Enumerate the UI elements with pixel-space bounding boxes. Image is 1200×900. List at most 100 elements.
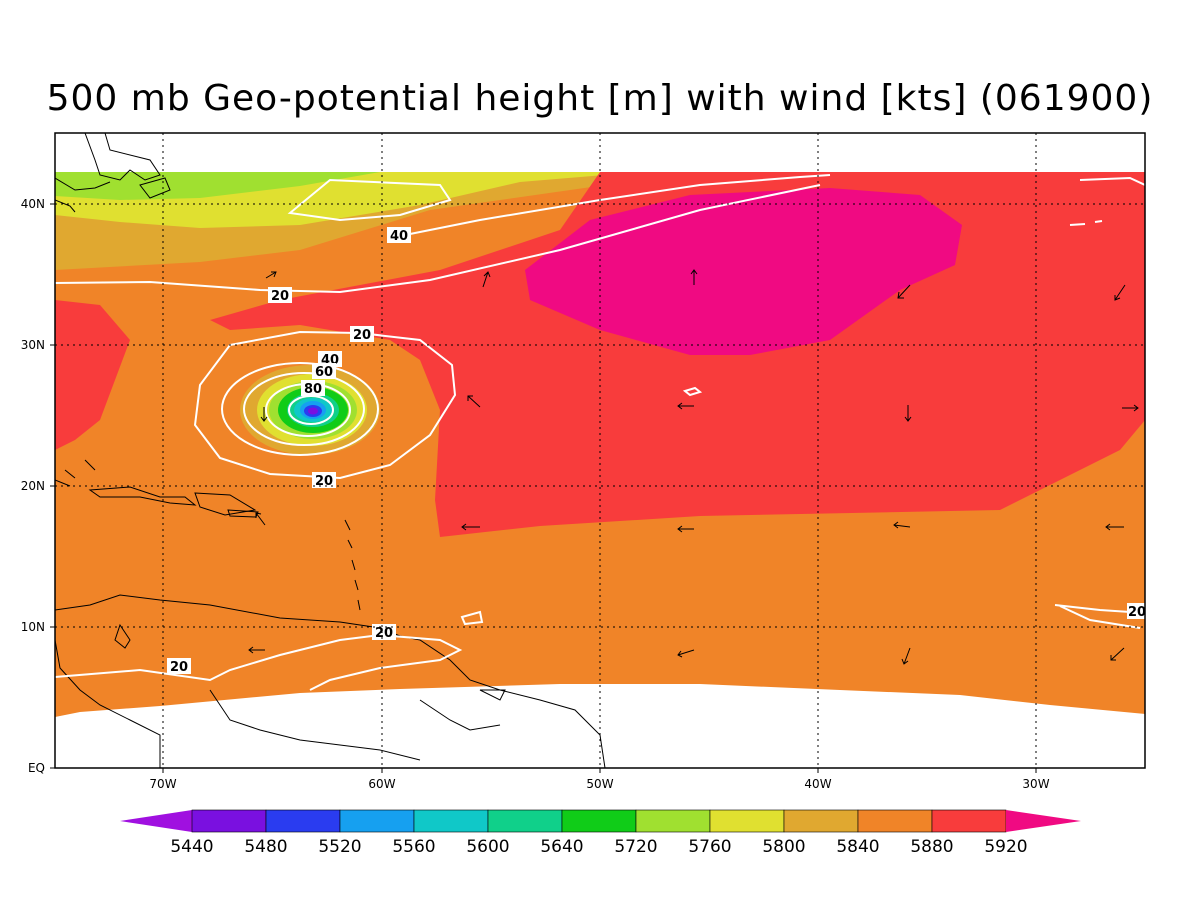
coast-newfoundland xyxy=(139,177,171,199)
wind-contour-small-center xyxy=(682,386,703,397)
wind-arrow xyxy=(1110,647,1125,661)
wind-arrow xyxy=(467,395,481,408)
contour-label-20-jet: 20 xyxy=(268,287,292,304)
wind-arrow xyxy=(897,284,911,299)
colorbar-segment xyxy=(635,809,711,833)
wind-contour-40-cyclone xyxy=(221,362,379,456)
contour-label-20-southeast: 20 xyxy=(1127,603,1146,620)
wind-arrow xyxy=(677,525,694,533)
colorbar-label: 5480 xyxy=(244,837,287,857)
colorbar-segment xyxy=(857,809,933,833)
lon-label-30w: 30W xyxy=(1022,777,1049,791)
wind-arrow xyxy=(260,407,268,422)
lat-label-10n: 10N xyxy=(21,620,45,634)
wind-contour-20-east xyxy=(1079,176,1145,186)
wind-arrow xyxy=(1114,284,1126,301)
lat-label-eq: EQ xyxy=(28,761,45,775)
lat-label-20n: 20N xyxy=(21,479,45,493)
colorbar-segment xyxy=(191,809,267,833)
wind-arrow xyxy=(901,647,911,665)
contour-label-40-north: 40 xyxy=(387,227,411,244)
lon-label-40w: 40W xyxy=(804,777,831,791)
coast-bahamas xyxy=(55,459,96,487)
colorbar-segment xyxy=(487,809,563,833)
contour-labels: 40 20 20 40 60 80 20 20 20 20 xyxy=(167,227,1146,675)
colorbar-label: 5440 xyxy=(170,837,213,857)
wind-arrow xyxy=(482,271,491,288)
colorbar-label: 5760 xyxy=(688,837,731,857)
wind-contour-40-north xyxy=(287,178,452,222)
colorbar-label: 5920 xyxy=(984,837,1027,857)
colorbar-label: 5520 xyxy=(318,837,361,857)
wind-arrow xyxy=(690,269,698,285)
contour-label-60-cyclone: 60 xyxy=(312,363,336,380)
contour-label-20-cyclone-top: 20 xyxy=(350,326,374,343)
map-title: 500 mb Geo-potential height [m] with win… xyxy=(46,78,1154,119)
lon-label-60w: 60W xyxy=(368,777,395,791)
colorbar-label: 5640 xyxy=(540,837,583,857)
colorbar-label: 5560 xyxy=(392,837,435,857)
field-5720 xyxy=(55,172,380,200)
colorbar-arrow-high xyxy=(1006,810,1081,832)
cyclone-5480 xyxy=(308,407,318,415)
svg-text:20: 20 xyxy=(170,660,188,675)
colorbar-label: 5840 xyxy=(836,837,879,857)
colorbar-label: 5720 xyxy=(614,837,657,857)
colorbar-arrow-low xyxy=(120,810,192,832)
wind-arrow xyxy=(461,523,480,531)
coast-hispaniola xyxy=(194,492,257,516)
colorbar-label: 5800 xyxy=(762,837,805,857)
lon-label-50w: 50W xyxy=(586,777,613,791)
colorbar-segment xyxy=(339,809,415,833)
wind-contour-20-jet xyxy=(55,184,821,294)
svg-text:60: 60 xyxy=(315,365,333,380)
wind-arrow xyxy=(265,271,277,279)
colorbar-segment xyxy=(413,809,489,833)
svg-text:80: 80 xyxy=(304,382,322,397)
wind-vectors xyxy=(248,269,1139,665)
wind-arrow xyxy=(1105,523,1124,531)
colorbar-segment xyxy=(931,809,1007,833)
wind-contour-60-cyclone xyxy=(243,372,365,446)
field-5880-east xyxy=(1115,190,1145,400)
missing-data xyxy=(55,684,1145,768)
wind-arrow xyxy=(255,512,266,526)
colorbar-label: 5600 xyxy=(466,837,509,857)
svg-text:40: 40 xyxy=(390,229,408,244)
wind-arrow xyxy=(1122,404,1139,412)
wind-arrow xyxy=(677,649,695,658)
lat-label-30n: 30N xyxy=(21,338,45,352)
wind-arrow xyxy=(677,402,694,410)
lat-label-40n: 40N xyxy=(21,197,45,211)
contour-label-20-cyclone-bottom: 20 xyxy=(312,472,336,489)
colorbar: 5440 5480 5520 5560 5600 5640 5720 5760 5800 5840… xyxy=(120,809,1081,857)
svg-text:20: 20 xyxy=(271,289,289,304)
tick-marks xyxy=(50,203,1037,773)
lon-label-70w: 70W xyxy=(149,777,176,791)
wind-arrow xyxy=(904,405,912,422)
wind-arrow xyxy=(893,521,911,529)
wind-contour-40-jet xyxy=(389,174,831,239)
contour-label-80-cyclone: 80 xyxy=(301,380,325,397)
colorbar-segment xyxy=(709,809,785,833)
colorbar-segment xyxy=(265,809,341,833)
wind-arrow xyxy=(248,646,265,654)
svg-text:20: 20 xyxy=(315,474,333,489)
field-5880-west xyxy=(55,300,130,450)
coast-cuba xyxy=(88,486,197,506)
wind-contour-east-small xyxy=(1069,220,1103,226)
colorbar-label: 5880 xyxy=(910,837,953,857)
gridlines xyxy=(55,133,1145,768)
wind-contour-20-south-small xyxy=(460,610,484,626)
coast-guianas xyxy=(419,689,506,731)
svg-text:20: 20 xyxy=(375,626,393,641)
svg-text:20: 20 xyxy=(353,328,371,343)
colorbar-segment xyxy=(783,809,859,833)
coast-lesser-antilles xyxy=(344,519,361,611)
colorbar-segment xyxy=(561,809,637,833)
contour-label-20-southwest: 20 xyxy=(167,658,191,675)
coast-lake-maracaibo xyxy=(114,623,131,649)
coast-north-america xyxy=(55,133,161,213)
svg-text:20: 20 xyxy=(1128,605,1146,620)
